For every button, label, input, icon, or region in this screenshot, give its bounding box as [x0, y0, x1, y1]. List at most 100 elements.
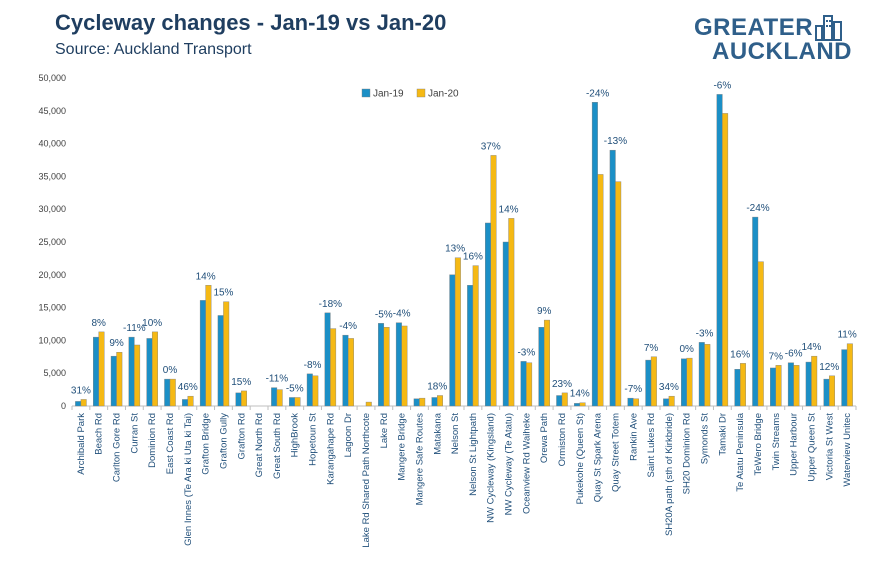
x-tick-label: East Coast Rd: [165, 413, 176, 474]
x-tick-label: HighBrook: [290, 413, 301, 458]
logo-line1: GREATER: [694, 14, 814, 41]
bar-jan20: [419, 397, 426, 407]
bar-jan19: [770, 367, 777, 407]
data-label: -18%: [319, 299, 342, 310]
chart-title: Cycleway changes - Jan-19 vs Jan-20: [55, 10, 447, 35]
bar-jan20: [472, 265, 479, 407]
data-label: 12%: [819, 362, 839, 373]
bar-jan20: [98, 331, 105, 407]
data-label: 0%: [163, 365, 178, 376]
legend-label: Jan-19: [373, 89, 404, 100]
data-label: 14%: [801, 342, 821, 353]
x-tick-label: Great South Rd: [272, 413, 283, 479]
y-tick-label: 35,000: [38, 171, 66, 181]
x-tick-label: Beach Rd: [94, 413, 105, 455]
legend-swatch: [416, 88, 426, 98]
x-tick-label: Grafton Bridge: [201, 413, 212, 475]
bar-jan19: [75, 401, 82, 407]
bar-jan20: [312, 375, 319, 407]
bar-jan19: [609, 149, 616, 407]
bar-jan19: [164, 378, 171, 407]
bar-jan19: [271, 387, 278, 407]
city-skyline-icon: [815, 15, 842, 41]
data-label: 14%: [570, 389, 590, 400]
x-tick-label: Lake Rd Shared Path Northcote: [361, 413, 372, 548]
data-label: 37%: [481, 141, 501, 152]
y-tick-label: 10,000: [38, 335, 66, 345]
bar-jan19: [235, 392, 242, 407]
bar-jan20: [276, 389, 283, 407]
bar-jan19: [395, 322, 402, 407]
x-tick-label: Upper Harbour: [789, 413, 800, 476]
bar-jan19: [146, 338, 153, 407]
data-label: 7%: [644, 343, 659, 354]
x-tick-label: Tamaki Dr: [717, 413, 728, 456]
greater-auckland-logo: GREATER AUCKLAND: [694, 14, 854, 66]
data-label: -4%: [393, 309, 411, 320]
y-tick-label: 30,000: [38, 204, 66, 214]
y-tick-label: 15,000: [38, 303, 66, 313]
y-tick-label: 50,000: [38, 73, 66, 83]
y-tick-label: 5,000: [43, 368, 66, 378]
bar-jan19: [681, 358, 687, 407]
x-tick-label: Curran St: [129, 413, 140, 454]
x-tick-label: Dominion Rd: [147, 413, 158, 468]
bar-jan20: [775, 365, 782, 407]
bar-jan20: [330, 328, 337, 407]
bar-jan20: [401, 325, 408, 407]
data-labels: 31%8%9%-11%10%0%46%14%15%15% -11%-5%-8%-1…: [71, 80, 857, 399]
bar-jan20: [650, 356, 657, 407]
bar-jan20: [686, 357, 693, 407]
data-label: 16%: [463, 252, 483, 263]
bar-jan19: [841, 349, 848, 407]
x-tick-label: Mangere Safe Routes: [414, 413, 425, 506]
data-label: -13%: [604, 136, 627, 147]
x-tick-label: Glen Innes (Te Ara ki Uta ki Tai): [183, 413, 194, 546]
bar-jan19: [752, 216, 759, 407]
data-label: 15%: [231, 377, 251, 388]
data-label: -3%: [696, 328, 714, 339]
x-tick-label: Quay St Spark Arena: [593, 412, 604, 502]
x-tick-label: Upper Queen St: [806, 413, 817, 482]
bar-jan19: [342, 334, 349, 407]
bar-jan20: [739, 363, 746, 407]
bar-jan19: [128, 336, 135, 407]
data-label: 31%: [71, 385, 91, 396]
bar-jan19: [306, 373, 313, 407]
bar-jan19: [716, 94, 723, 407]
bar-jan20: [490, 155, 497, 407]
x-tick-label: Nelson St: [450, 413, 461, 455]
x-tick-label: Symonds St: [700, 413, 711, 465]
bar-jan19: [734, 369, 741, 407]
data-label: -24%: [586, 88, 609, 99]
bar-jan19: [787, 362, 794, 407]
bar-jan19: [378, 323, 385, 407]
x-tick-label: Pukekohe (Queen St): [575, 413, 586, 504]
data-label: -11%: [123, 323, 146, 334]
bar-jan19: [199, 300, 206, 407]
x-tick-label: Quay Street Totem: [610, 413, 621, 492]
bar-jan19: [110, 355, 117, 407]
bar-jan20: [597, 174, 604, 407]
x-tick-label: Karangahape Rd: [325, 413, 336, 485]
x-tick-label: Lake Rd: [379, 413, 390, 448]
data-label: -5%: [375, 309, 393, 320]
bar-jan20: [561, 392, 568, 407]
data-label: 23%: [552, 379, 572, 390]
bar-jan20: [508, 218, 515, 407]
bar-jan19: [823, 378, 830, 407]
x-tick-label: Mangere Bridge: [397, 413, 408, 481]
y-tick-label: 45,000: [38, 106, 66, 116]
x-tick-label: TeWero Bridge: [753, 413, 764, 476]
data-label: 14%: [196, 271, 216, 282]
x-tick-label: Grafton Gully: [218, 413, 229, 469]
bar-jan19: [431, 397, 438, 407]
bar-jan19: [449, 274, 456, 407]
x-tick-label: Rankin Ave: [628, 413, 639, 461]
bar-jan20: [633, 398, 639, 407]
x-tick-label: NW Cycleway (Te Atatu): [504, 413, 515, 515]
bar-jan20: [793, 365, 800, 407]
bar-jan20: [811, 355, 818, 407]
x-tick-label: Waterview Unitec: [842, 413, 853, 487]
